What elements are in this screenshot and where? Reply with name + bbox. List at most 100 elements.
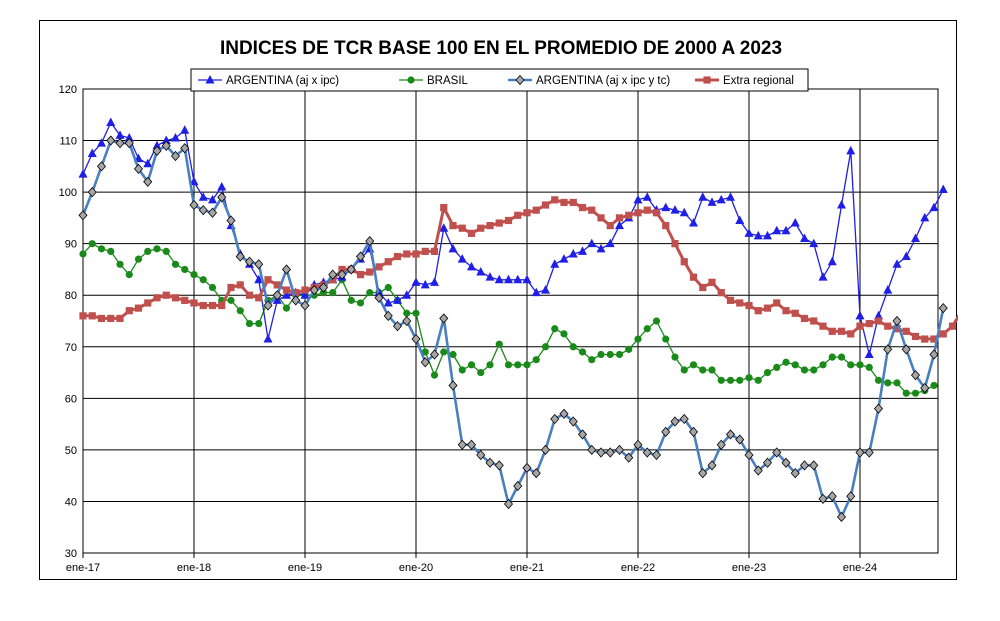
legend-marker-triangle	[205, 75, 215, 84]
data-point-triangle	[559, 254, 569, 263]
data-point-diamond	[226, 215, 236, 226]
data-point-square	[440, 203, 448, 212]
data-point-diamond	[503, 498, 514, 510]
data-point-square	[837, 327, 846, 335]
data-point-diamond	[476, 449, 486, 461]
data-point-diamond	[642, 447, 652, 458]
data-point-diamond	[735, 434, 745, 445]
data-point-square	[828, 327, 836, 335]
data-point-diamond	[281, 264, 292, 275]
data-point-triangle	[106, 117, 116, 127]
data-point-circle	[819, 361, 827, 369]
data-point-triangle	[781, 225, 791, 235]
data-point-circle	[874, 376, 883, 384]
data-point-diamond	[846, 491, 856, 502]
legend-marker-square	[703, 76, 711, 84]
data-point-triangle	[596, 243, 606, 253]
data-point-circle	[421, 348, 429, 356]
data-point-square	[292, 289, 300, 297]
data-point-diamond	[670, 416, 680, 427]
data-point-triangle	[716, 194, 726, 204]
data-point-square	[865, 319, 873, 328]
data-point-diamond	[244, 256, 255, 267]
data-point-circle	[144, 247, 152, 255]
data-point-triangle	[254, 274, 264, 284]
data-point-circle	[597, 350, 605, 359]
data-point-diamond	[707, 460, 717, 471]
data-point-diamond	[170, 150, 181, 162]
data-point-square	[356, 271, 365, 279]
data-point-circle	[162, 247, 170, 255]
data-point-triangle	[800, 233, 809, 243]
data-point-square	[245, 291, 254, 299]
data-point-diamond	[448, 380, 458, 391]
data-point-circle	[412, 309, 420, 317]
data-point-diamond	[87, 187, 97, 198]
data-point-circle	[810, 366, 818, 374]
data-point-diamond	[827, 491, 837, 502]
data-point-triangle	[670, 205, 680, 214]
data-point-triangle	[439, 223, 449, 232]
data-point-triangle	[467, 261, 476, 271]
data-point-square	[393, 252, 402, 261]
data-point-diamond	[429, 349, 440, 360]
data-point-square	[745, 301, 753, 310]
x-tick-label-ene-18: ene-18	[177, 562, 211, 574]
data-point-diamond	[485, 457, 495, 468]
data-point-triangle	[818, 272, 828, 281]
data-point-square	[930, 335, 938, 343]
data-point-square	[800, 314, 809, 323]
chart-title: INDICES DE TCR BASE 100 EN EL PROMEDIO D…	[220, 38, 782, 59]
x-tick-label-ene-23: ene-23	[732, 562, 766, 574]
data-point-diamond	[124, 138, 134, 149]
data-point-triangle	[494, 274, 504, 284]
data-point-diamond	[420, 357, 430, 368]
data-point-triangle	[726, 192, 735, 201]
data-point-square	[754, 307, 762, 315]
data-point-square	[421, 247, 429, 255]
data-point-circle	[486, 361, 494, 369]
data-point-circle	[97, 245, 106, 253]
data-point-triangle	[393, 295, 402, 304]
data-point-circle	[449, 350, 457, 359]
grid-layer	[83, 89, 938, 553]
data-point-square	[190, 299, 198, 307]
data-point-circle	[884, 379, 892, 387]
data-point-square	[708, 278, 716, 286]
data-point-circle	[736, 376, 744, 384]
data-point-square	[403, 250, 411, 258]
data-point-diamond	[901, 344, 911, 355]
x-tick-label-ene-20: ene-20	[399, 562, 433, 574]
data-point-triangle	[161, 135, 171, 145]
data-point-diamond	[513, 480, 523, 492]
data-point-diamond	[189, 199, 199, 211]
data-point-circle	[116, 260, 124, 268]
data-point-triangle	[513, 274, 523, 284]
data-point-circle	[227, 296, 235, 304]
data-point-square	[893, 325, 901, 333]
data-point-triangle	[430, 277, 439, 286]
data-point-diamond	[873, 403, 884, 414]
chart-frame: INDICES DE TCR BASE 100 EN EL PROMEDIO D…	[39, 20, 958, 580]
data-point-diamond	[790, 467, 800, 479]
data-point-circle	[171, 260, 180, 268]
data-point-square	[338, 265, 346, 274]
data-point-circle	[255, 319, 263, 328]
data-point-circle	[134, 255, 143, 263]
y-tick-label-60: 60	[65, 393, 77, 405]
data-point-diamond	[466, 439, 477, 450]
data-point-diamond	[254, 259, 264, 270]
data-point-square	[301, 286, 309, 294]
data-point-circle	[606, 350, 614, 359]
data-point-triangle	[642, 192, 652, 201]
data-point-square	[791, 309, 799, 317]
data-point-triangle	[744, 228, 754, 237]
data-point-square	[171, 294, 180, 302]
data-point-circle	[680, 366, 688, 374]
data-point-diamond	[300, 300, 310, 311]
data-point-triangle	[208, 194, 217, 204]
data-point-circle	[578, 348, 587, 356]
data-point-square	[523, 209, 531, 217]
data-point-circle	[458, 366, 466, 374]
data-point-triangle	[689, 218, 698, 227]
